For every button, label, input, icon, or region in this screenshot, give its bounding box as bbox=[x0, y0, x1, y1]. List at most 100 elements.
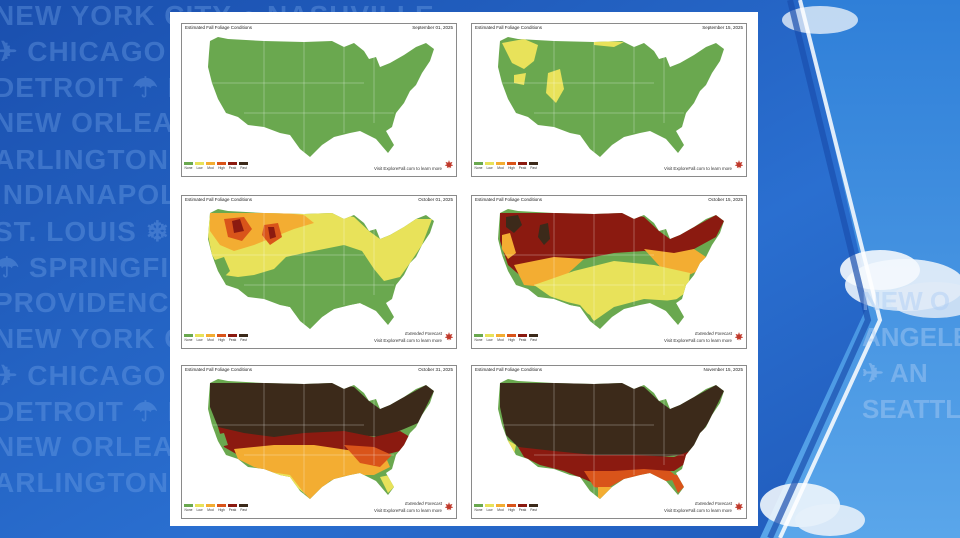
legend-label: Peak bbox=[228, 166, 237, 170]
legend-item: Peak bbox=[228, 162, 237, 170]
foliage-region bbox=[518, 447, 690, 485]
foliage-region bbox=[534, 261, 690, 321]
legend-swatch bbox=[217, 334, 226, 337]
legend-item: High bbox=[507, 162, 516, 170]
legend-swatch bbox=[529, 334, 538, 337]
foliage-region bbox=[506, 215, 522, 233]
legend-item: Peak bbox=[518, 334, 527, 342]
city-row-right: ✈ AN bbox=[862, 358, 928, 388]
legend-item: Peak bbox=[228, 334, 237, 342]
legend-label: Mod bbox=[497, 508, 504, 512]
legend-item: High bbox=[507, 504, 516, 512]
foliage-region bbox=[268, 227, 276, 239]
legend-label: High bbox=[218, 508, 225, 512]
extended-forecast-label: Extended Forecast bbox=[695, 501, 732, 506]
panel-title: Estimated Fall Foliage Conditions bbox=[185, 197, 253, 202]
city-row: ARLINGTON bbox=[0, 467, 169, 498]
legend-item: Past bbox=[529, 504, 538, 512]
panel-date: November 15, 2025 bbox=[703, 367, 743, 372]
legend-item: Mod bbox=[496, 334, 505, 342]
maple-leaf-icon bbox=[445, 160, 453, 169]
maple-leaf-icon bbox=[735, 160, 743, 169]
foliage-region bbox=[232, 219, 244, 233]
foliage-region bbox=[584, 469, 680, 489]
map-legend: None Low Mod High Peak Past bbox=[474, 334, 538, 342]
legend-swatch bbox=[474, 162, 483, 165]
legend-label: High bbox=[508, 508, 515, 512]
foliage-map-panel: Estimated Fall Foliage Conditions Octobe… bbox=[181, 195, 457, 349]
maple-leaf-icon bbox=[735, 502, 743, 511]
legend-item: Past bbox=[239, 334, 248, 342]
foliage-region bbox=[598, 487, 612, 499]
city-row-right: ANGELES bbox=[862, 322, 960, 352]
legend-item: Mod bbox=[496, 504, 505, 512]
us-foliage-map bbox=[498, 37, 724, 157]
visit-link-text: Visit ExploreFall.com to learn more bbox=[664, 508, 732, 513]
legend-swatch bbox=[529, 504, 538, 507]
foliage-region bbox=[514, 257, 584, 287]
legend-swatch bbox=[518, 162, 527, 165]
visit-link-text: Visit ExploreFall.com to learn more bbox=[374, 508, 442, 513]
legend-item: Low bbox=[195, 162, 204, 170]
extended-forecast-label: Extended Forecast bbox=[695, 331, 732, 336]
legend-label: None bbox=[474, 166, 483, 170]
legend-swatch bbox=[496, 504, 505, 507]
panel-title: Estimated Fall Foliage Conditions bbox=[475, 197, 543, 202]
legend-label: High bbox=[508, 338, 515, 342]
foliage-maps-sheet: Estimated Fall Foliage Conditions Septem… bbox=[170, 12, 758, 526]
foliage-region bbox=[344, 445, 392, 467]
legend-label: Low bbox=[196, 338, 203, 342]
legend-swatch bbox=[228, 162, 237, 165]
legend-label: High bbox=[508, 166, 515, 170]
legend-swatch bbox=[239, 504, 248, 507]
legend-swatch bbox=[195, 504, 204, 507]
legend-label: None bbox=[474, 508, 483, 512]
legend-label: Peak bbox=[228, 338, 237, 342]
extended-forecast-label: Extended Forecast bbox=[405, 501, 442, 506]
legend-item: Peak bbox=[228, 504, 237, 512]
visit-link-text: Visit ExploreFall.com to learn more bbox=[664, 338, 732, 343]
legend-swatch bbox=[474, 504, 483, 507]
legend-swatch bbox=[529, 162, 538, 165]
panel-date: September 15, 2025 bbox=[702, 25, 743, 30]
foliage-map-panel: Estimated Fall Foliage Conditions Octobe… bbox=[181, 365, 457, 519]
legend-swatch bbox=[184, 504, 193, 507]
panel-date: October 31, 2025 bbox=[418, 367, 453, 372]
legend-label: Peak bbox=[518, 338, 527, 342]
legend-item: High bbox=[217, 504, 226, 512]
legend-label: Low bbox=[486, 166, 493, 170]
us-foliage-map bbox=[208, 37, 434, 157]
foliage-region bbox=[500, 383, 724, 457]
foliage-region bbox=[594, 41, 624, 47]
legend-label: Peak bbox=[518, 508, 527, 512]
legend-item: Past bbox=[529, 162, 538, 170]
foliage-region bbox=[502, 39, 538, 69]
panel-title: Estimated Fall Foliage Conditions bbox=[475, 367, 543, 372]
foliage-map-panel: Estimated Fall Foliage Conditions Octobe… bbox=[471, 195, 747, 349]
legend-item: High bbox=[217, 334, 226, 342]
legend-swatch bbox=[239, 162, 248, 165]
legend-swatch bbox=[184, 334, 193, 337]
us-land bbox=[498, 37, 724, 157]
legend-label: Past bbox=[530, 508, 537, 512]
legend-item: Past bbox=[529, 334, 538, 342]
legend-label: None bbox=[184, 166, 193, 170]
legend-label: Low bbox=[196, 166, 203, 170]
panel-date: October 01, 2025 bbox=[418, 197, 453, 202]
legend-label: High bbox=[218, 166, 225, 170]
legend-swatch bbox=[195, 162, 204, 165]
legend-item: Mod bbox=[496, 162, 505, 170]
map-legend: None Low Mod High Peak Past bbox=[184, 162, 248, 170]
foliage-map-panel: Estimated Fall Foliage Conditions Septem… bbox=[471, 23, 747, 177]
legend-swatch bbox=[507, 162, 516, 165]
legend-item: Low bbox=[485, 334, 494, 342]
legend-label: Low bbox=[196, 508, 203, 512]
foliage-region bbox=[268, 251, 380, 329]
foliage-map-panel: Estimated Fall Foliage Conditions Septem… bbox=[181, 23, 457, 177]
legend-item: Past bbox=[239, 504, 248, 512]
visit-link-text: Visit ExploreFall.com to learn more bbox=[664, 166, 732, 171]
panel-date: September 01, 2025 bbox=[412, 25, 453, 30]
legend-swatch bbox=[206, 334, 215, 337]
legend-swatch bbox=[184, 162, 193, 165]
